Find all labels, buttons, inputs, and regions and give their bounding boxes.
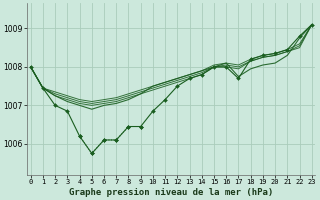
X-axis label: Graphe pression niveau de la mer (hPa): Graphe pression niveau de la mer (hPa) [69,188,273,197]
